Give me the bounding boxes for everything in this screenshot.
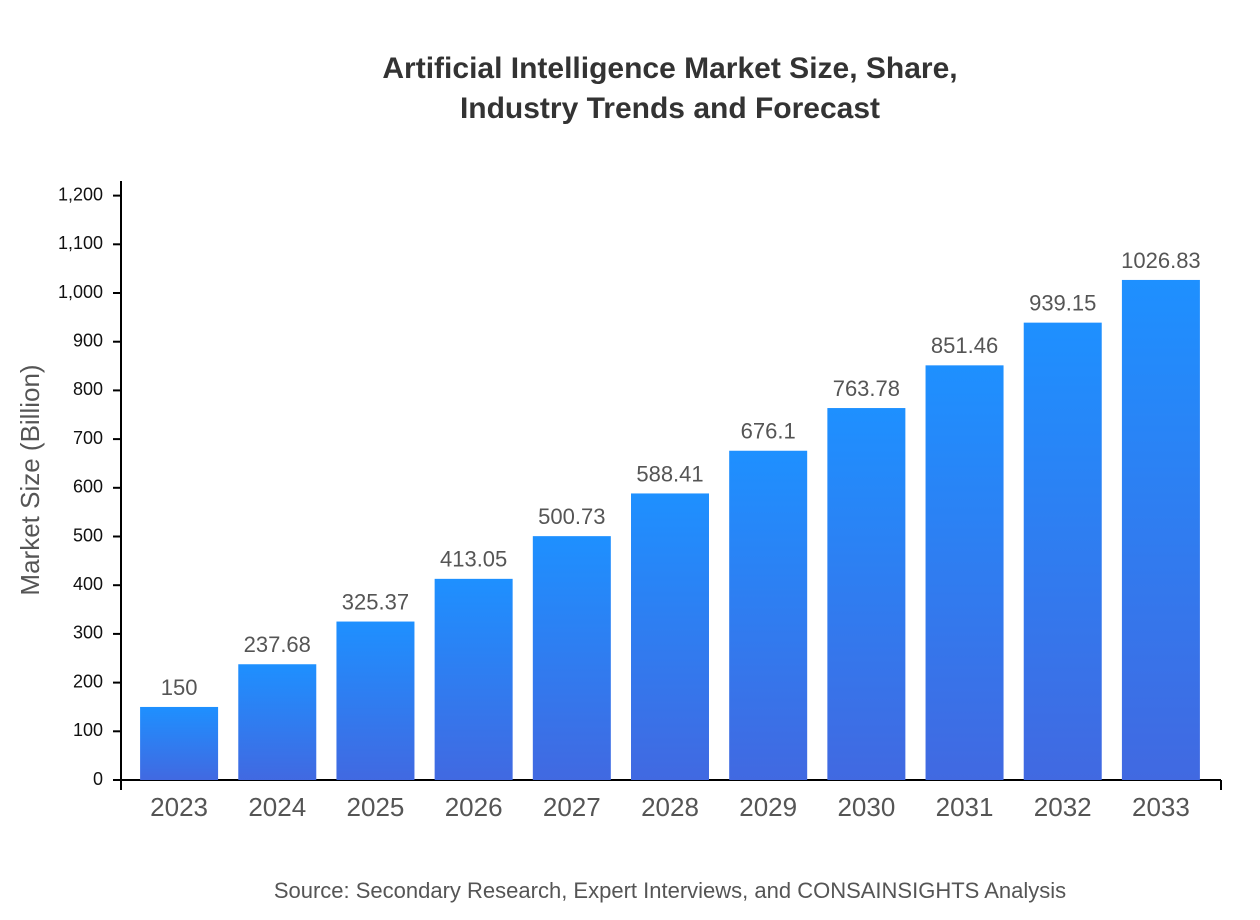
bar	[434, 578, 513, 780]
y-tick-label: 0	[93, 769, 103, 789]
chart-title: Industry Trends and Forecast	[460, 92, 880, 125]
bar	[827, 408, 906, 780]
value-label: 325.37	[342, 589, 409, 614]
y-tick-label: 1,200	[58, 184, 103, 204]
x-tick-label: 2027	[543, 792, 601, 822]
y-tick-label: 600	[73, 477, 103, 497]
y-tick-label: 400	[73, 574, 103, 594]
bar	[925, 365, 1004, 780]
x-tick-label: 2028	[641, 792, 699, 822]
x-tick-label: 2030	[837, 792, 895, 822]
y-axis-title: Market Size (Billion)	[15, 364, 45, 595]
y-tick-label: 1,100	[58, 233, 103, 253]
value-label: 150	[161, 675, 198, 700]
value-label: 500.73	[538, 504, 605, 529]
bar	[1023, 322, 1102, 780]
bar	[729, 450, 808, 780]
bar	[631, 493, 709, 780]
bar	[1121, 279, 1200, 780]
x-tick-label: 2033	[1132, 792, 1190, 822]
x-tick-label: 2029	[739, 792, 797, 822]
y-tick-label: 1,000	[58, 282, 103, 302]
x-tick-label: 2031	[936, 792, 994, 822]
x-tick-label: 2026	[445, 792, 503, 822]
value-label: 237.68	[244, 632, 311, 657]
y-tick-label: 800	[73, 379, 103, 399]
chart-title: Artificial Intelligence Market Size, Sha…	[382, 52, 957, 85]
y-tick-label: 300	[73, 623, 103, 643]
value-label: 413.05	[440, 547, 507, 572]
value-label: 763.78	[833, 376, 900, 401]
x-tick-label: 2023	[150, 792, 208, 822]
y-tick-label: 900	[73, 330, 103, 350]
source-note: Source: Secondary Research, Expert Inter…	[274, 878, 1066, 903]
value-label: 588.41	[636, 461, 703, 486]
value-label: 939.15	[1029, 290, 1096, 315]
x-tick-label: 2025	[347, 792, 405, 822]
y-tick-label: 700	[73, 428, 103, 448]
bar	[336, 621, 415, 780]
value-label: 676.1	[741, 419, 796, 444]
y-tick-label: 100	[73, 720, 103, 740]
value-label: 851.46	[931, 333, 998, 358]
x-tick-label: 2024	[248, 792, 306, 822]
y-tick-label: 500	[73, 525, 103, 545]
x-tick-label: 2032	[1034, 792, 1092, 822]
bar	[532, 536, 611, 780]
bar	[140, 706, 219, 780]
bar	[238, 664, 317, 780]
y-tick-label: 200	[73, 671, 103, 691]
value-label: 1026.83	[1121, 248, 1201, 273]
